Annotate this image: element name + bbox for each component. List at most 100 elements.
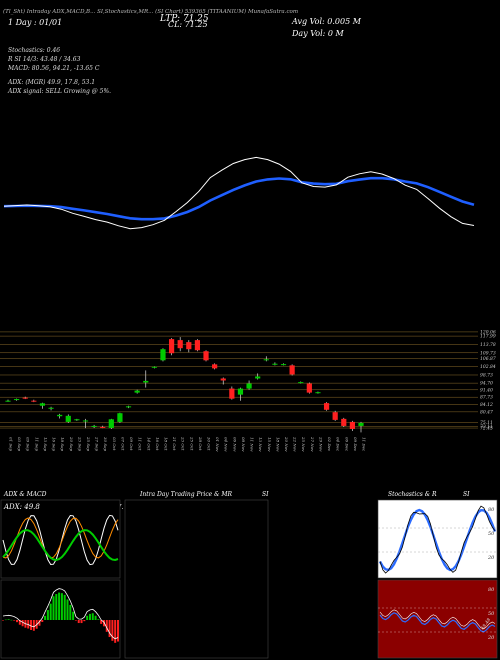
ema-layer [3,156,475,230]
price-label-9: 87.73 [480,395,493,401]
adx-lines [2,514,119,566]
candle-body-9 [82,420,89,422]
candle-body-34 [298,382,304,384]
macd-bar-31 [88,613,91,620]
candle-body-1 [14,399,20,401]
macd-bar-19 [55,594,58,620]
macd-bar-17 [49,603,52,620]
adx-right-label: 6 +DI: 17. [92,504,124,511]
date-label-6: 18 Sep [60,437,65,451]
macd-bar-21 [60,593,63,620]
candle-body-3 [31,400,37,402]
date-label-29: 13 Nov [258,437,263,452]
date-label-39: 06 Dec [344,437,349,452]
date-label-13: 07 Oct [120,437,125,451]
macd-histogram [2,588,119,643]
macd-bar-27 [77,620,80,624]
price-label-0: 120.06 [480,329,496,335]
candle-body-30 [263,359,269,361]
macd-bar-1 [4,619,7,621]
candle-body-18 [160,349,166,361]
macd-bar-6 [18,620,21,625]
ltp: LTP: 71.25 [160,14,209,24]
macd-bar-39 [111,620,114,641]
candle-body-32 [280,364,287,366]
macd-line [2,588,119,640]
price-label-12: 75.11 [480,420,493,426]
price-label-3: 109.73 [480,350,496,356]
date-label-9: 25 Sep [86,436,91,451]
macd-value: MACD: 80.56, 94.21, -13.65 C [8,65,100,72]
macd-bar-2 [7,619,10,620]
adx-line-orange [2,517,119,559]
candle-body-12 [108,419,114,428]
candle-body-26 [229,388,235,399]
price-label-1: 117.99 [480,334,496,340]
price-label-14: 72.45 [480,426,493,432]
stochastics-lines [378,505,497,574]
candle-body-28 [246,383,252,389]
date-label-27: 08 Nov [241,437,246,452]
adx-line-white [2,514,119,566]
candle-body-19 [168,339,175,354]
candle-body-2 [22,397,28,399]
macd-bar-24 [69,604,72,620]
candle-body-17 [151,366,157,368]
date-label-28: 11 Nov [250,437,255,452]
macd-bar-9 [27,620,30,629]
intraday-box [124,499,269,659]
date-label-24: 01 Nov [215,437,220,452]
price-label-2: 113.78 [480,342,496,348]
date-label-35: 27 Nov [310,436,315,452]
stoch-level-50: 50 [488,531,495,537]
date-label-30: 15 Nov [267,437,272,452]
candle-body-24 [212,364,218,369]
mrsi-end-label: 48.48 [480,617,493,632]
candle-body-27 [237,388,244,395]
candle-body-16 [143,380,149,383]
adx-value-label: ADX: 49.8 [4,503,40,511]
date-label-7: 20 Sep [69,436,74,451]
candle-body-7 [65,415,71,422]
macd-bar-16 [46,610,49,620]
macd-bar-15 [44,615,47,620]
date-label-26: 06 Nov [232,437,237,452]
date-label-31: 18 Nov [275,437,280,452]
macd-bar-5 [16,620,19,623]
date-label-40: 09 Dec [353,437,358,452]
date-label-37: 02 Dec [327,437,332,452]
macd-bar-25 [72,611,75,620]
intraday-right: SI [262,491,269,498]
macd-bar-7 [21,620,24,627]
candle-body-29 [255,376,261,379]
macd-bar-32 [91,613,94,620]
date-label-22: 28 Oct [198,436,203,451]
candle-body-33 [289,365,295,375]
candle-body-41 [358,422,364,426]
header-top-line: (Tl_Sht) Intraday ADX,MACD,B... SI,Stoch… [3,9,299,15]
macd-bar-22 [63,594,66,620]
mrsi-line-white [379,609,496,630]
date-label-11: 30 Sep [103,437,108,451]
date-label-2: 09 Sep [26,437,31,451]
candle-body-8 [74,419,80,421]
date-label-19: 21 Oct [172,436,177,451]
date-label-5: 16 Sep [52,437,57,451]
date-label-3: 11 Sep [34,437,39,451]
fast-ema-line [3,156,475,230]
date-label-18: 18 Oct [163,437,168,451]
date-label-12: 03 Oct [112,437,117,451]
date-label-16: 14 Oct [146,437,151,451]
price-label-8: 91.40 [480,387,493,393]
stoch-line-black [379,505,496,574]
adx-line-green [2,529,119,562]
date-label-21: 25 Oct [189,436,194,451]
date-axis-labels: 01 Sep 03 Sep 09 Sep 11 Sep 13 Sep 16 Sep 18 S… [9,436,367,452]
macd-bar-23 [66,599,69,620]
candle-body-37 [323,403,330,410]
date-label-23: 30 Oct [207,437,212,451]
macd-bar-14 [41,620,44,622]
date-label-36: 29 Nov [318,436,323,452]
